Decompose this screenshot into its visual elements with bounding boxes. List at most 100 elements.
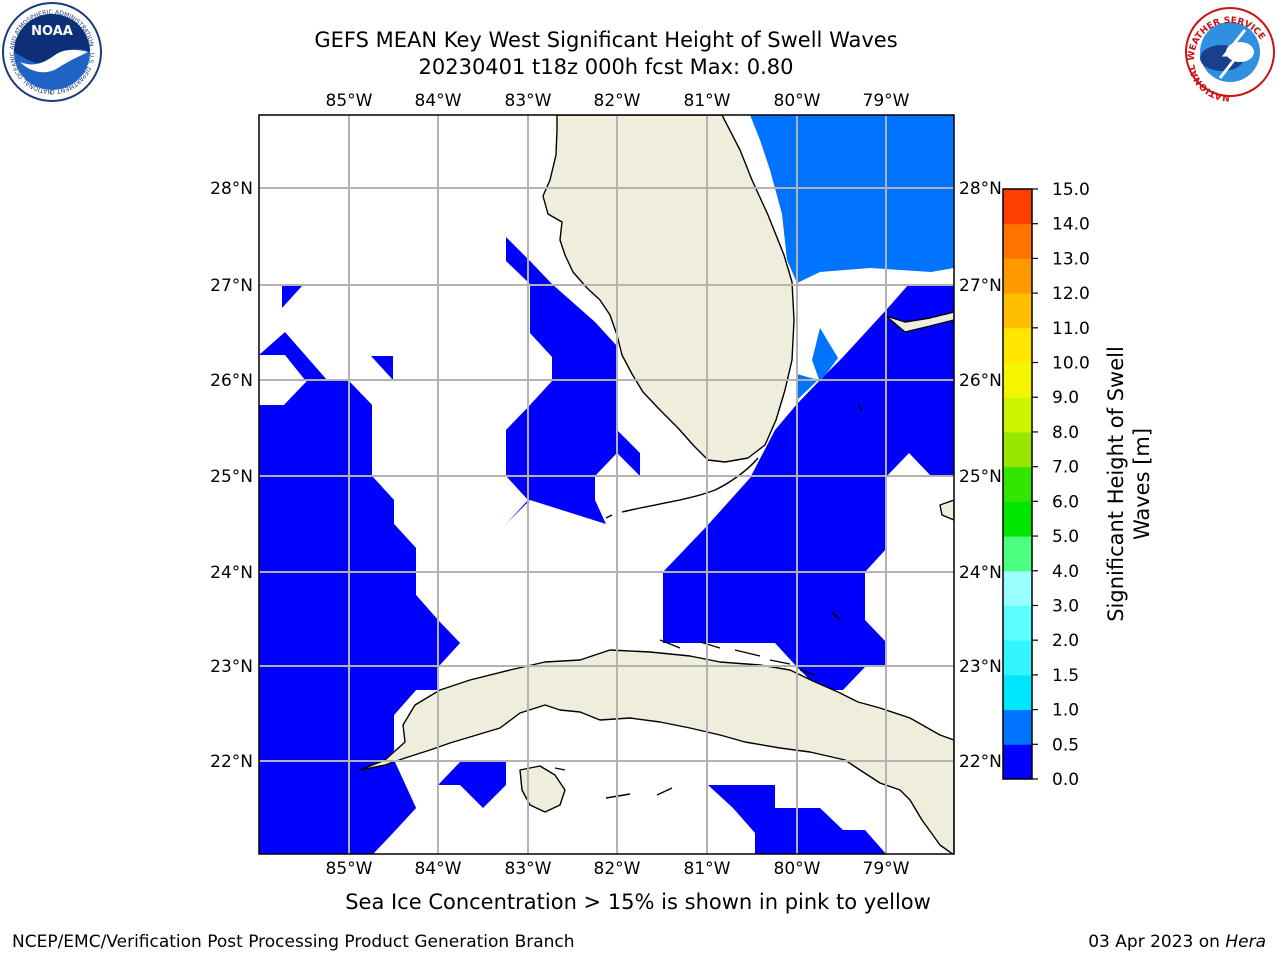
- noaa-logo: NOAA NATIONAL OCEANIC AND ATMOSPHERIC AD…: [0, 0, 102, 102]
- colorbar-tick-label: 3.0: [1052, 596, 1079, 616]
- colorbar-tick-label: 5.0: [1052, 527, 1079, 547]
- colorbar-tick-label: 8.0: [1052, 423, 1079, 443]
- lat-label-left: 27°N: [210, 276, 253, 296]
- swell-mid-regions: [750, 115, 954, 400]
- lat-label-left: 24°N: [210, 563, 253, 583]
- lon-label-top: 83°W: [505, 91, 552, 111]
- cuba-north-cays: [659, 639, 816, 676]
- swell-region-south-gulf: [438, 762, 506, 808]
- graticule: [259, 115, 954, 854]
- swell-region-northwest-gulf: [259, 332, 327, 380]
- colorbar-tick-label: 10.0: [1052, 354, 1090, 374]
- lat-label-left: 23°N: [210, 657, 253, 677]
- colorbar-swatch: [1003, 744, 1032, 780]
- colorbar-tick-label: 7.0: [1052, 458, 1079, 478]
- colorbar-swatches: [1003, 189, 1032, 780]
- lat-label-right: 23°N: [959, 657, 1002, 677]
- colorbar-swatch: [1003, 501, 1032, 537]
- colorbar-swatch: [1003, 709, 1032, 745]
- map-frame: [258, 114, 955, 855]
- lon-label-bottom: 79°W: [863, 859, 910, 879]
- lon-label-bottom: 81°W: [684, 859, 731, 879]
- colorbar-label-line1: Significant Height of Swell: [1104, 346, 1128, 622]
- islet-bahamas-2: [831, 611, 841, 621]
- colorbar-tick-label: 15.0: [1052, 180, 1090, 200]
- colorbar-swatch: [1003, 327, 1032, 364]
- colorbar-swatch: [1003, 466, 1032, 502]
- map-title: GEFS MEAN Key West Significant Height of…: [314, 28, 898, 52]
- colorbar-swatch: [1003, 674, 1032, 711]
- colorbar-swatch: [1003, 536, 1032, 572]
- colorbar-frame: [1002, 188, 1033, 780]
- colorbar: 0.0 0.5 1.0 1.5 2.0 3.0 4.0 5.0 6.0 7.0 8.0 9.0 10.0…: [1002, 180, 1090, 790]
- lon-labels-top: 85°W 84°W 83°W 82°W 81°W 80°W 79°W: [326, 91, 910, 111]
- lat-label-right: 22°N: [959, 752, 1002, 772]
- footer-date: 03 Apr 2023 on Hera: [1088, 932, 1266, 952]
- colorbar-tick-label: 2.0: [1052, 631, 1079, 651]
- colorbar-swatch: [1003, 431, 1032, 468]
- colorbar-swatch: [1003, 605, 1032, 641]
- colorbar-tick-label: 6.0: [1052, 492, 1079, 512]
- lat-labels-right: 28°N 27°N 26°N 25°N 24°N 23°N 22°N: [959, 179, 1002, 772]
- lon-label-top: 85°W: [326, 91, 373, 111]
- map-panel: [259, 115, 954, 854]
- colorbar-tick-label: 14.0: [1052, 215, 1090, 235]
- colorbar-tick-label: 12.0: [1052, 284, 1090, 304]
- lat-label-left: 25°N: [210, 467, 253, 487]
- lon-label-top: 81°W: [684, 91, 731, 111]
- lat-label-right: 24°N: [959, 563, 1002, 583]
- nws-logo: NATIONAL WEATHER SERVICE: [1185, 7, 1275, 102]
- lon-label-top: 82°W: [594, 91, 641, 111]
- colorbar-swatch: [1003, 223, 1032, 259]
- swell-region-small-2: [371, 356, 393, 380]
- swell-region-florida-straits: [663, 284, 954, 690]
- lon-label-bottom: 84°W: [415, 859, 462, 879]
- lat-label-left: 28°N: [210, 179, 253, 199]
- lat-label-right: 28°N: [959, 179, 1002, 199]
- colorbar-tick-label: 0.0: [1052, 770, 1079, 790]
- colorbar-tick-label: 11.0: [1052, 319, 1090, 339]
- swell-region-small-1: [282, 286, 302, 308]
- swell-region-atlantic-east-edge: [900, 115, 954, 268]
- land-masses: [359, 115, 954, 854]
- lon-label-top: 79°W: [863, 91, 910, 111]
- swell-region-atlantic-patch: [812, 328, 838, 382]
- colorbar-swatch: [1003, 362, 1032, 398]
- map-subtitle: 20230401 t18z 000h fcst Max: 0.80: [418, 55, 794, 79]
- land-grand-bahama: [885, 311, 954, 333]
- lon-label-bottom: 80°W: [774, 859, 821, 879]
- noaa-logo-text: NOAA: [31, 24, 73, 39]
- colorbar-swatch: [1003, 397, 1032, 433]
- lon-labels-bottom: 85°W 84°W 83°W 82°W 81°W 80°W 79°W: [326, 859, 910, 879]
- lon-label-bottom: 83°W: [505, 859, 552, 879]
- colorbar-label-line2: Waves [m]: [1130, 428, 1154, 540]
- lat-label-right: 27°N: [959, 276, 1002, 296]
- land-cuba: [359, 649, 954, 854]
- lon-label-bottom: 85°W: [326, 859, 373, 879]
- swell-region-west-gulf-main: [259, 381, 460, 854]
- colorbar-tick-label: 1.0: [1052, 701, 1079, 721]
- land-florida-peninsula: [542, 115, 795, 463]
- colorbar-swatch: [1003, 189, 1032, 225]
- lon-label-bottom: 82°W: [594, 859, 641, 879]
- lat-label-right: 26°N: [959, 371, 1002, 391]
- lat-label-right: 25°N: [959, 467, 1002, 487]
- footer-date-text: 03 Apr 2023 on: [1088, 932, 1220, 952]
- colorbar-swatch: [1003, 570, 1032, 606]
- footer-branch: NCEP/EMC/Verification Post Processing Pr…: [12, 932, 575, 952]
- colorbar-tick-label: 0.5: [1052, 735, 1079, 755]
- colorbar-ticks: 0.0 0.5 1.0 1.5 2.0 3.0 4.0 5.0 6.0 7.0 8.0 9.0 10.0…: [1032, 180, 1090, 790]
- land-isla-juventud: [519, 765, 566, 813]
- lat-labels-left: 28°N 27°N 26°N 25°N 24°N 23°N 22°N: [210, 179, 253, 772]
- lat-label-left: 22°N: [210, 752, 253, 772]
- colorbar-tick-label: 1.5: [1052, 666, 1079, 686]
- colorbar-label: Significant Height of Swell Waves [m]: [1104, 346, 1154, 622]
- florida-keys: [605, 457, 759, 519]
- colorbar-swatch: [1003, 640, 1032, 676]
- land-bahamas-andros: [939, 499, 954, 521]
- colorbar-tick-label: 4.0: [1052, 562, 1079, 582]
- islet-bahamas-1: [857, 404, 863, 411]
- colorbar-tick-label: 9.0: [1052, 388, 1079, 408]
- lon-label-top: 80°W: [774, 91, 821, 111]
